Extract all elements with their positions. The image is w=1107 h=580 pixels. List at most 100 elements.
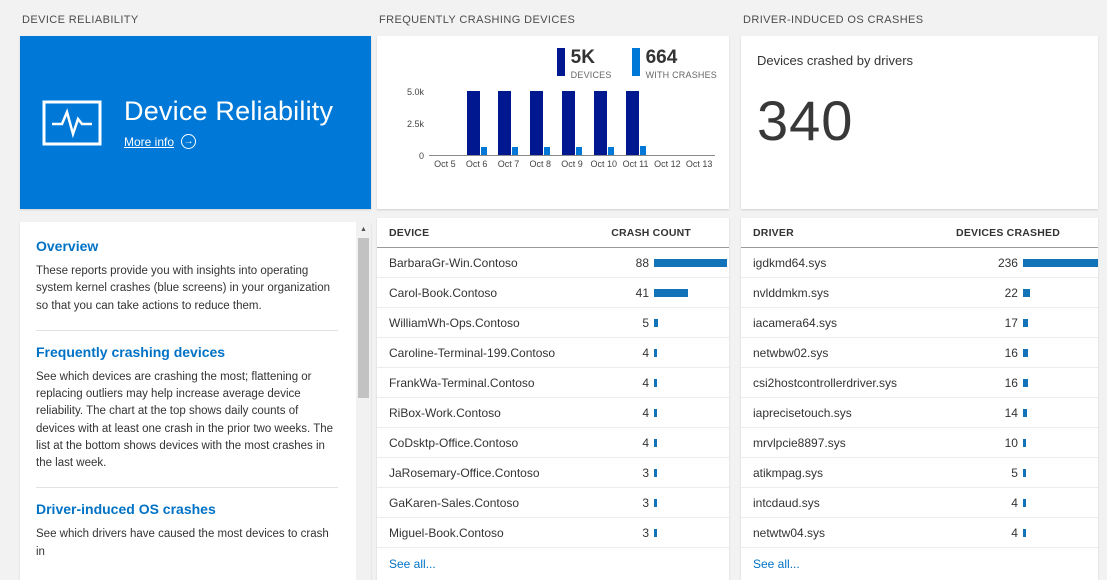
table-header-drivers: DRIVER DEVICES CRASHED	[741, 218, 1098, 248]
device-rows: BarbaraGr-Win.Contoso 88 Carol-Book.Contos…	[377, 248, 729, 548]
row-bar	[649, 408, 729, 417]
section-body-frequently-crashing: See which devices are crashing the most;…	[36, 370, 334, 469]
row-value: 4	[1011, 495, 1018, 510]
row-label: iacamera64.sys	[753, 315, 838, 330]
column-header-driver: DRIVER	[753, 226, 794, 239]
row-label: Caroline-Terminal-199.Contoso	[389, 345, 556, 360]
see-all-devices-link[interactable]: See all...	[389, 557, 436, 571]
table-row[interactable]: intcdaud.sys 4	[741, 488, 1098, 518]
row-value: 236	[997, 255, 1018, 270]
divider	[36, 487, 338, 489]
row-bar	[649, 318, 729, 327]
chart-x-axis-labels: Oct 5 Oct 6 Oct 7 Oct 8 Oct 9 Oct 10 Oct 11 Oct…	[377, 156, 729, 169]
table-row[interactable]: JaRosemary-Office.Contoso 3	[377, 458, 729, 488]
row-bar	[649, 288, 729, 297]
chart-bar-group	[493, 86, 525, 155]
crash-chart-card: 5K DEVICES 664 WITH CRASHES 5.0k 2.5k 0 Oc…	[377, 36, 729, 209]
see-all-drivers-link[interactable]: See all...	[753, 557, 800, 571]
row-label: nvlddmkm.sys	[753, 285, 830, 300]
devices-bar	[466, 91, 480, 155]
table-row[interactable]: csi2hostcontrollerdriver.sys 16	[741, 368, 1098, 398]
section-body-driver-induced: See which drivers have caused the most d…	[36, 528, 329, 558]
table-row[interactable]: atikmpag.sys 5	[741, 458, 1098, 488]
row-bar	[649, 468, 729, 477]
legend-swatch-devices	[556, 48, 565, 76]
row-label: netwbw02.sys	[753, 345, 829, 360]
section-body-overview: These reports provide you with insights …	[36, 265, 331, 312]
more-info-link[interactable]: More info	[124, 134, 175, 149]
arrow-circle-icon: →	[181, 134, 197, 149]
devices-bar	[562, 91, 576, 155]
row-label: JaRosemary-Office.Contoso	[389, 465, 540, 480]
crashes-bar	[544, 147, 551, 155]
row-value: 4	[642, 435, 649, 450]
table-row[interactable]: Carol-Book.Contoso 41	[377, 278, 729, 308]
row-value: 10	[1004, 435, 1018, 450]
table-row[interactable]: igdkmd64.sys 236	[741, 248, 1098, 278]
chart-bar-group	[461, 86, 493, 155]
section-title-overview: Overview	[36, 238, 99, 254]
row-label: mrvlpcie8897.sys	[753, 435, 846, 450]
table-row[interactable]: WilliamWh-Ops.Contoso 5	[377, 308, 729, 338]
description-panel: Overview These reports provide you with …	[20, 222, 371, 580]
drivers-table: DRIVER DEVICES CRASHED igdkmd64.sys 236 nv…	[741, 218, 1098, 580]
legend-value-with-crashes: 664	[645, 47, 678, 68]
summary-label: Devices crashed by drivers	[757, 53, 914, 68]
row-value: 22	[1004, 285, 1018, 300]
crashes-bar	[607, 147, 614, 155]
driver-rows: igdkmd64.sys 236 nvlddmkm.sys 22 iacamera64.…	[741, 248, 1098, 548]
section-title-driver-induced: Driver-induced OS crashes	[36, 501, 216, 518]
column-header-frequently-crashing: FREQUENTLY CRASHING DEVICES	[379, 14, 576, 26]
x-tick-label: Oct 7	[497, 159, 520, 169]
column-frequently-crashing-devices: FREQUENTLY CRASHING DEVICES 5K DEVICES 6…	[377, 10, 729, 580]
daily-crash-chart: 5.0k 2.5k 0	[377, 86, 729, 161]
row-label: FrankWa-Terminal.Contoso	[389, 375, 535, 390]
table-row[interactable]: nvlddmkm.sys 22	[741, 278, 1098, 308]
row-label: CoDsktp-Office.Contoso	[389, 435, 519, 450]
y-tick-label: 5.0k	[406, 87, 424, 97]
y-tick-label: 2.5k	[406, 119, 424, 129]
row-value: 4	[642, 375, 649, 390]
row-bar	[1018, 468, 1098, 477]
divider	[36, 329, 338, 331]
row-value: 3	[642, 525, 649, 540]
table-row[interactable]: FrankWa-Terminal.Contoso 4	[377, 368, 729, 398]
row-label: GaKaren-Sales.Contoso	[389, 495, 520, 510]
column-header-devices-crashed: DEVICES CRASHED	[956, 226, 1060, 239]
table-row[interactable]: Miguel-Book.Contoso 3	[377, 518, 729, 548]
table-row[interactable]: iacamera64.sys 17	[741, 308, 1098, 338]
crashing-devices-table: DEVICE CRASH COUNT BarbaraGr-Win.Contoso…	[377, 218, 729, 580]
crashes-bar	[480, 147, 487, 155]
table-row[interactable]: Caroline-Terminal-199.Contoso 4	[377, 338, 729, 368]
row-bar	[1018, 318, 1098, 327]
column-header-device-reliability: DEVICE RELIABILITY	[22, 14, 139, 26]
legend-item-devices: 5K DEVICES	[556, 48, 612, 80]
devices-bar	[498, 91, 512, 155]
table-row[interactable]: iaprecisetouch.sys 14	[741, 398, 1098, 428]
column-header-driver-induced: DRIVER-INDUCED OS CRASHES	[743, 14, 924, 26]
chart-bar-group	[651, 86, 683, 155]
scrollbar-up-arrow-icon[interactable]: ▲	[360, 226, 367, 233]
device-reliability-tile[interactable]: Device Reliability More info →	[20, 36, 371, 209]
chart-y-axis: 5.0k 2.5k 0	[399, 86, 429, 161]
row-value: 4	[1011, 525, 1018, 540]
scrollbar-thumb[interactable]	[358, 238, 369, 398]
row-value: 88	[635, 255, 649, 270]
table-row[interactable]: GaKaren-Sales.Contoso 3	[377, 488, 729, 518]
device-monitor-pulse-icon	[42, 100, 102, 146]
row-value: 5	[1011, 465, 1018, 480]
table-row[interactable]: mrvlpcie8897.sys 10	[741, 428, 1098, 458]
section-title-frequently-crashing: Frequently crashing devices	[36, 343, 226, 360]
table-row[interactable]: netwbw02.sys 16	[741, 338, 1098, 368]
table-row[interactable]: CoDsktp-Office.Contoso 4	[377, 428, 729, 458]
table-row[interactable]: netwtw04.sys 4	[741, 518, 1098, 548]
scrollbar[interactable]: ▲	[356, 222, 371, 580]
x-tick-label: Oct 6	[465, 159, 488, 169]
table-row[interactable]: RiBox-Work.Contoso 4	[377, 398, 729, 428]
row-label: Carol-Book.Contoso	[389, 285, 498, 300]
table-row[interactable]: BarbaraGr-Win.Contoso 88	[377, 248, 729, 278]
chart-bar-group	[429, 86, 461, 155]
row-value: 5	[642, 315, 649, 330]
row-bar	[649, 528, 729, 537]
